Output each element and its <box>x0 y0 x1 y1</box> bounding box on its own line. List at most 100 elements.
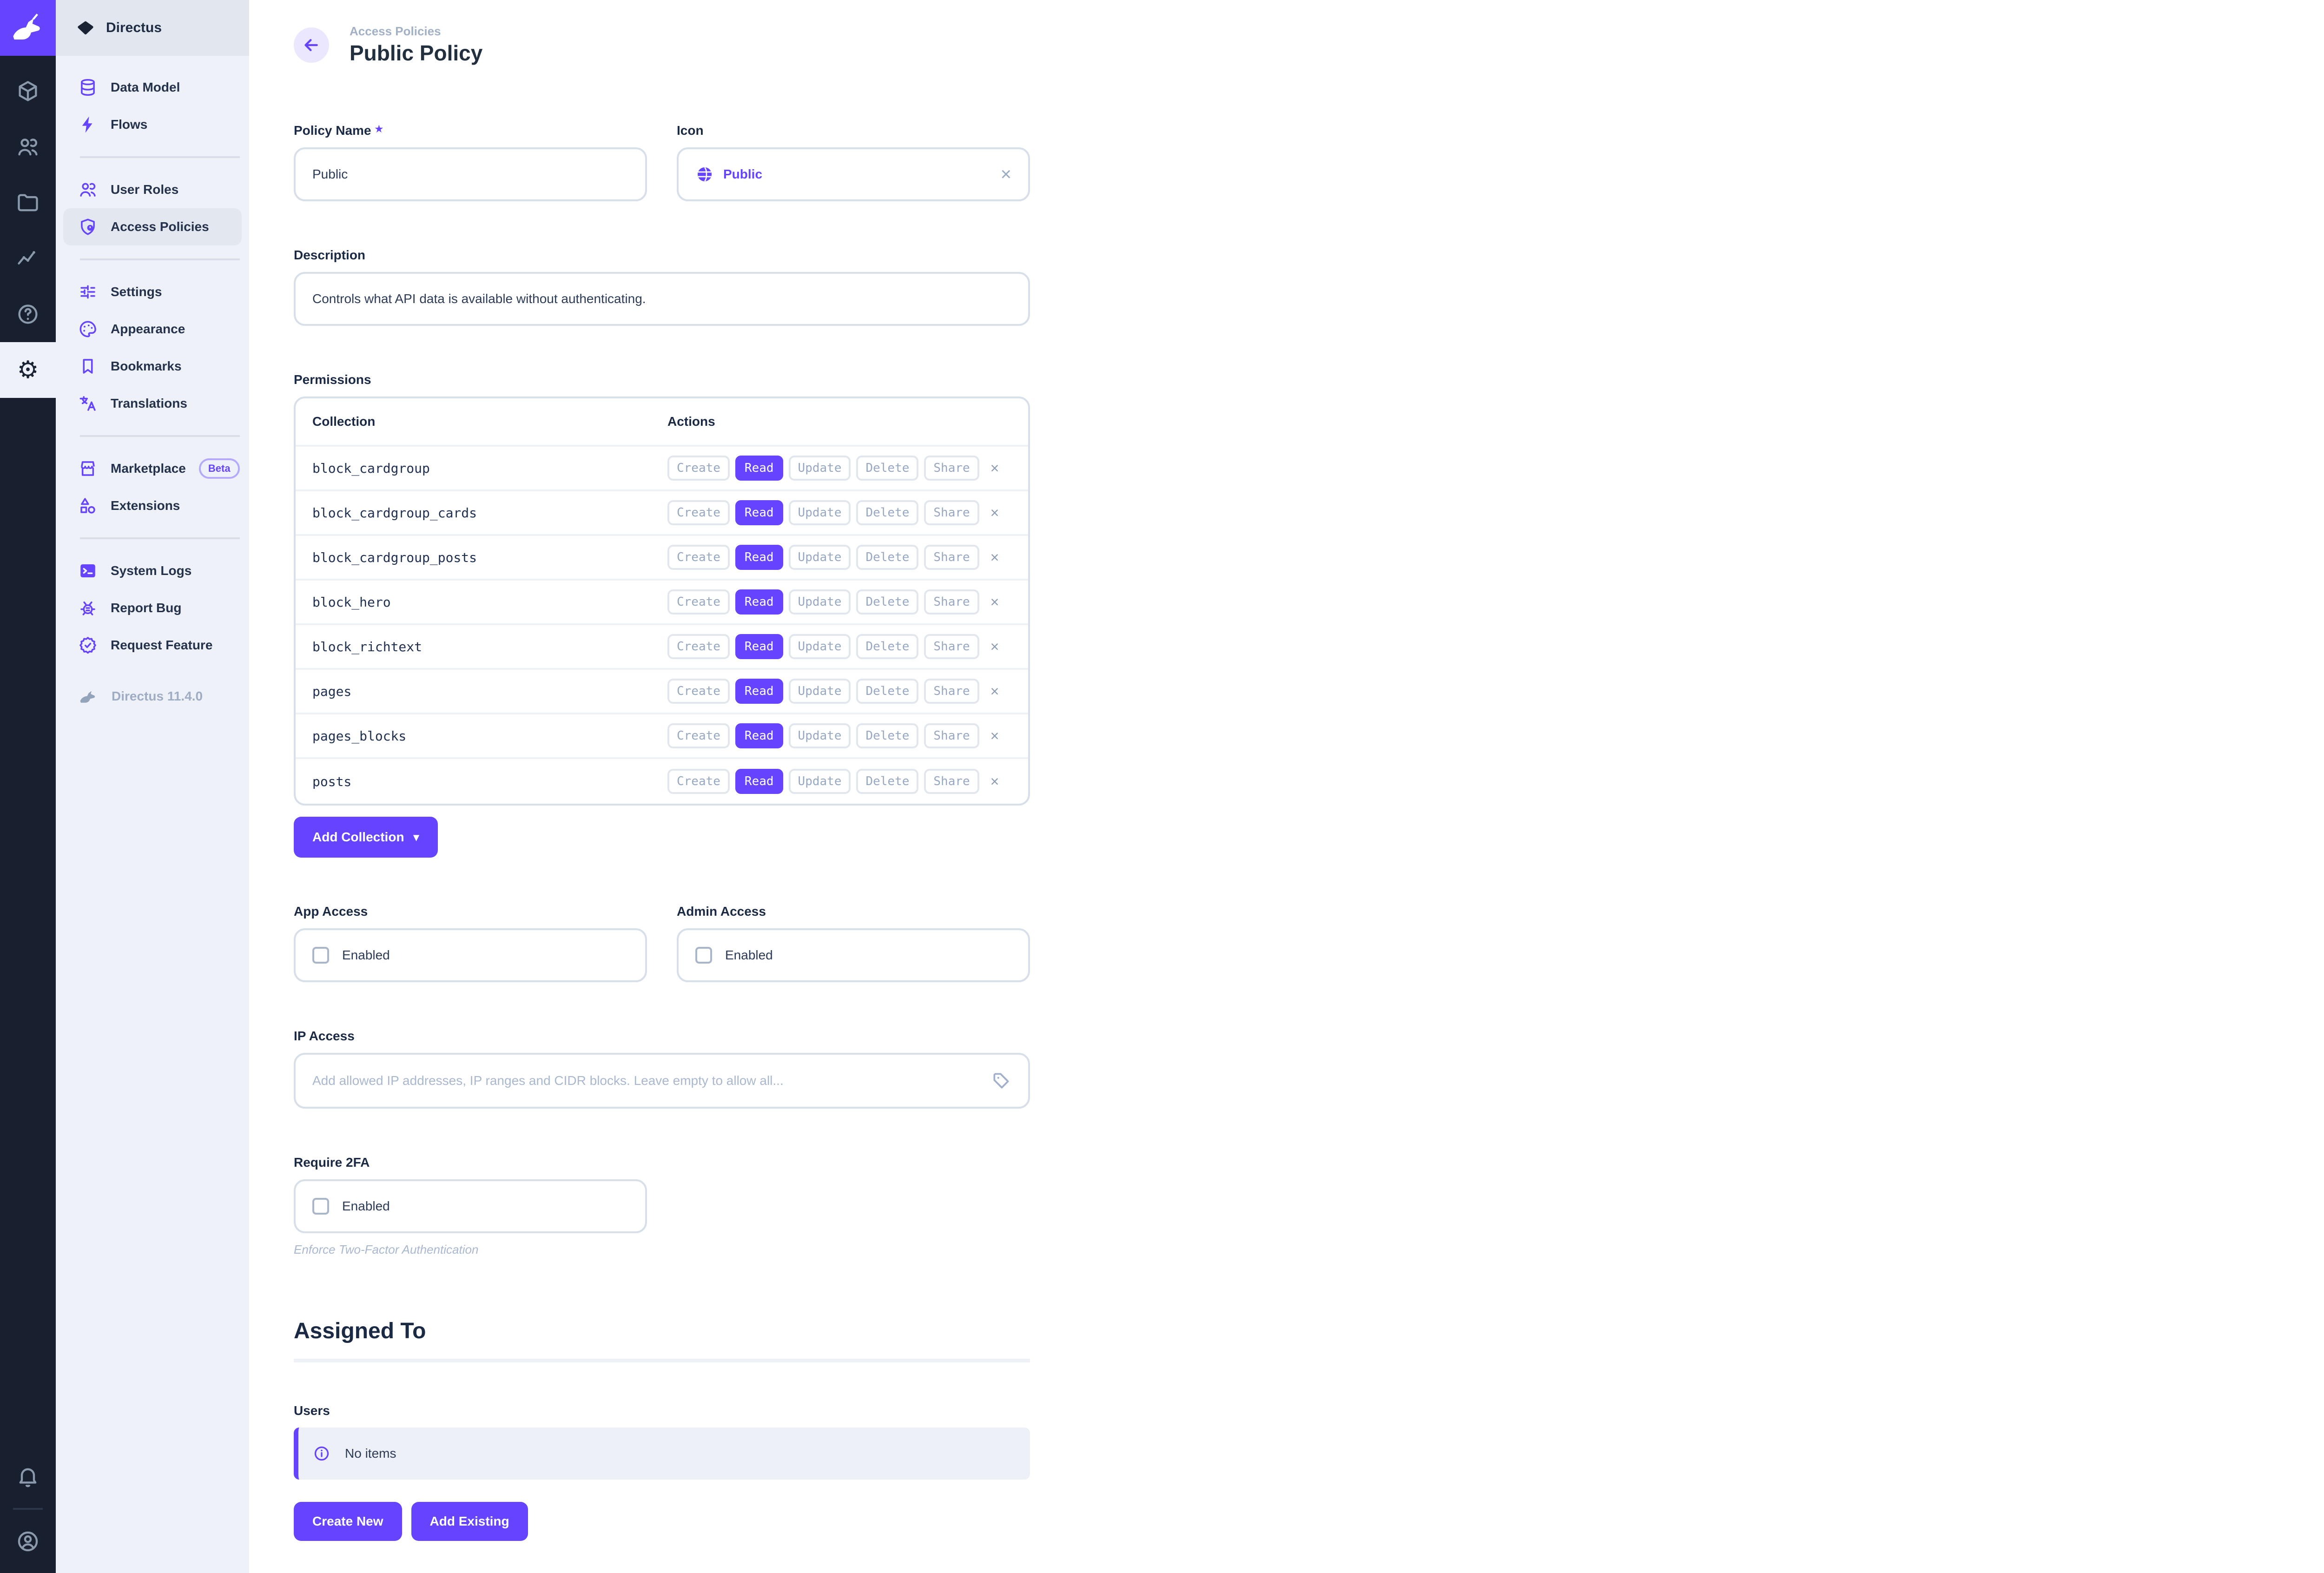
read-chip[interactable]: Read <box>735 634 783 659</box>
create-chip[interactable]: Create <box>667 456 730 481</box>
read-chip[interactable]: Read <box>735 723 783 748</box>
remove-row-button[interactable]: × <box>990 773 999 790</box>
delete-chip[interactable]: Delete <box>856 456 919 481</box>
module-settings[interactable]: ⚙ <box>0 342 56 398</box>
read-chip[interactable]: Read <box>735 769 783 794</box>
read-chip[interactable]: Read <box>735 500 783 525</box>
read-chip[interactable]: Read <box>735 679 783 704</box>
remove-row-button[interactable]: × <box>990 727 999 744</box>
sidebar-item-flows[interactable]: Flows <box>63 106 242 143</box>
read-chip[interactable]: Read <box>735 545 783 570</box>
require-2fa-checkbox[interactable] <box>312 1198 329 1215</box>
sidebar-item-marketplace[interactable]: Marketplace Beta <box>63 450 242 487</box>
share-chip[interactable]: Share <box>924 589 979 615</box>
action-chips: Create Read Update Delete Share <box>667 679 979 704</box>
share-chip[interactable]: Share <box>924 723 979 748</box>
module-help[interactable] <box>0 286 56 342</box>
share-chip[interactable]: Share <box>924 500 979 525</box>
sidebar-item-data-model[interactable]: Data Model <box>63 69 242 106</box>
delete-chip[interactable]: Delete <box>856 634 919 659</box>
share-chip[interactable]: Share <box>924 634 979 659</box>
create-chip[interactable]: Create <box>667 769 730 794</box>
update-chip[interactable]: Update <box>788 500 851 525</box>
policy-name-input[interactable]: Public <box>294 147 647 201</box>
update-chip[interactable]: Update <box>788 679 851 704</box>
clear-icon-button[interactable]: × <box>1000 164 1011 185</box>
create-chip[interactable]: Create <box>667 545 730 570</box>
permission-row: pages Create Read Update Delete Share × <box>296 670 1028 714</box>
sidebar-nav: Data Model Flows User Roles Access Polic… <box>56 56 249 664</box>
description-input[interactable]: Controls what API data is available with… <box>294 272 1030 326</box>
add-existing-button[interactable]: Add Existing <box>411 1502 528 1541</box>
admin-access-checkbox[interactable] <box>695 947 712 964</box>
sidebar-item-bookmarks[interactable]: Bookmarks <box>63 348 242 385</box>
remove-row-button[interactable]: × <box>990 683 999 700</box>
share-chip[interactable]: Share <box>924 456 979 481</box>
remove-row-button[interactable]: × <box>990 594 999 610</box>
bookmark-icon <box>83 359 93 374</box>
action-chips: Create Read Update Delete Share <box>667 500 979 525</box>
delete-chip[interactable]: Delete <box>856 589 919 615</box>
directus-logo[interactable] <box>0 0 56 56</box>
icon-input[interactable]: Public × <box>677 147 1030 201</box>
module-data-model[interactable] <box>0 63 56 119</box>
collection-name: block_cardgroup_cards <box>312 505 477 521</box>
remove-row-button[interactable]: × <box>990 549 999 566</box>
delete-chip[interactable]: Delete <box>856 723 919 748</box>
column-actions: Actions <box>667 414 715 429</box>
version-row: Directus 11.4.0 <box>63 686 242 707</box>
users-empty-text: No items <box>345 1446 396 1461</box>
remove-row-button[interactable]: × <box>990 460 999 476</box>
sidebar-item-request-feature[interactable]: Request Feature <box>63 627 242 664</box>
sidebar-item-access-policies[interactable]: Access Policies <box>63 208 242 245</box>
create-chip[interactable]: Create <box>667 500 730 525</box>
remove-row-button[interactable]: × <box>990 638 999 655</box>
breadcrumb[interactable]: Access Policies <box>350 24 441 38</box>
update-chip[interactable]: Update <box>788 545 851 570</box>
ip-access-input[interactable]: Add allowed IP addresses, IP ranges and … <box>294 1053 1030 1109</box>
read-chip[interactable]: Read <box>735 589 783 615</box>
module-file-library[interactable] <box>0 175 56 231</box>
collection-name: block_cardgroup_posts <box>312 549 477 565</box>
share-chip[interactable]: Share <box>924 679 979 704</box>
sidebar-item-settings[interactable]: Settings <box>63 273 242 311</box>
sidebar-item-extensions[interactable]: Extensions <box>63 487 242 524</box>
project-header[interactable]: Directus <box>56 0 249 56</box>
sidebar-item-user-roles[interactable]: User Roles <box>63 171 242 208</box>
sidebar-item-appearance[interactable]: Appearance <box>63 311 242 348</box>
permission-row: block_richtext Create Read Update Delete… <box>296 625 1028 670</box>
back-button[interactable] <box>294 27 329 63</box>
project-name: Directus <box>106 20 162 35</box>
sidebar-item-label: Flows <box>111 117 148 132</box>
notifications-button[interactable] <box>0 1448 56 1504</box>
delete-chip[interactable]: Delete <box>856 500 919 525</box>
create-chip[interactable]: Create <box>667 634 730 659</box>
module-insights[interactable] <box>0 231 56 286</box>
delete-chip[interactable]: Delete <box>856 769 919 794</box>
update-chip[interactable]: Update <box>788 589 851 615</box>
update-chip[interactable]: Update <box>788 456 851 481</box>
sidebar-item-system-logs[interactable]: System Logs <box>63 552 242 589</box>
sidebar-item-report-bug[interactable]: Report Bug <box>63 589 242 627</box>
create-chip[interactable]: Create <box>667 589 730 615</box>
delete-chip[interactable]: Delete <box>856 545 919 570</box>
module-user-directory[interactable] <box>0 119 56 175</box>
action-chips: Create Read Update Delete Share <box>667 545 979 570</box>
add-collection-button[interactable]: Add Collection ▾ <box>294 817 438 858</box>
remove-row-button[interactable]: × <box>990 504 999 521</box>
update-chip[interactable]: Update <box>788 723 851 748</box>
create-chip[interactable]: Create <box>667 679 730 704</box>
account-button[interactable] <box>0 1514 56 1569</box>
delete-chip[interactable]: Delete <box>856 679 919 704</box>
update-chip[interactable]: Update <box>788 769 851 794</box>
share-chip[interactable]: Share <box>924 545 979 570</box>
update-chip[interactable]: Update <box>788 634 851 659</box>
sidebar-item-translations[interactable]: Translations <box>63 385 242 422</box>
sidebar-item-label: Request Feature <box>111 638 213 652</box>
collection-name: block_cardgroup <box>312 460 430 476</box>
app-access-checkbox[interactable] <box>312 947 329 964</box>
read-chip[interactable]: Read <box>735 456 783 481</box>
create-new-button[interactable]: Create New <box>294 1502 402 1541</box>
share-chip[interactable]: Share <box>924 769 979 794</box>
create-chip[interactable]: Create <box>667 723 730 748</box>
